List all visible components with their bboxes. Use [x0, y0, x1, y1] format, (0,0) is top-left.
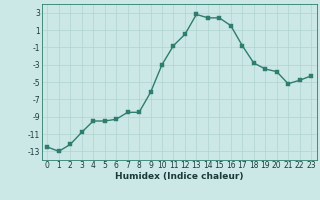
- X-axis label: Humidex (Indice chaleur): Humidex (Indice chaleur): [115, 172, 244, 181]
